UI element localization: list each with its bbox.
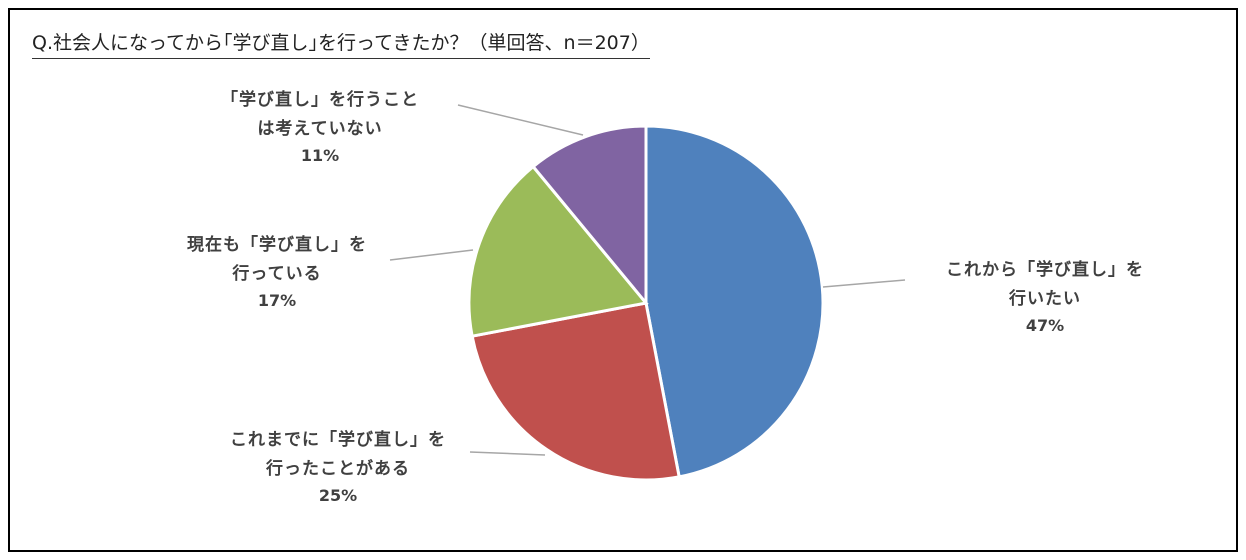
slice-label: これまでに「学び直し」を行ったことがある [230,430,446,479]
frame [8,8,1238,552]
value-label: 17% [257,291,297,310]
chart-title: Q.社会人になってから｢学び直し｣を行ってきたか？（単回答、n＝207） [32,28,650,59]
slice-label: 「学び直し」を行うことは考えていない [221,90,419,139]
value-label: 11% [300,146,340,165]
pie-slice [467,164,649,338]
pie-slice [470,301,681,482]
value-label: 47% [1025,316,1065,335]
pie-slice [644,124,825,479]
leader-line [822,279,906,288]
value-label: 25% [318,486,358,505]
leader-line [389,249,474,261]
leader-line [457,104,584,136]
pie-slice [531,124,648,308]
slice-label: これから「学び直し」を行いたい [946,260,1144,309]
leader-line [469,451,546,456]
slice-label: 現在も「学び直し」を行っている [187,235,367,284]
